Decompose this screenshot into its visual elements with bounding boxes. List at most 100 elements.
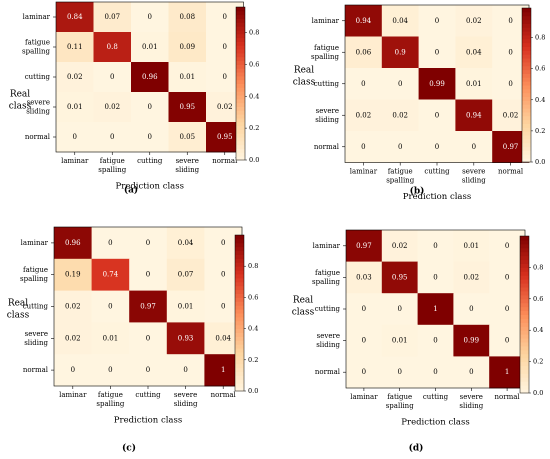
cell-value-label: 0.01 [179, 73, 195, 81]
colorbar-segment [520, 373, 529, 378]
cell-value-label: 0 [433, 273, 437, 281]
cell-value-label: 0.01 [392, 337, 408, 345]
x-tick-label: cutting [423, 393, 449, 401]
colorbar-segment [235, 320, 244, 326]
colorbar-segment [520, 330, 529, 335]
cell-value-label: 0.01 [464, 242, 480, 250]
cell-value-label: 0.94 [466, 111, 482, 119]
cell-value-label: 0.06 [356, 48, 372, 56]
colorbar-segment [235, 332, 244, 337]
y-tick-label: spalling [20, 275, 48, 283]
heatmap-cell [346, 293, 383, 326]
heatmap-cell [417, 261, 454, 294]
heatmap-cell [345, 131, 383, 163]
colorbar-segment [235, 246, 244, 252]
colorbar-segment [235, 238, 244, 244]
heatmap-cell [166, 258, 205, 291]
cell-value-label: 0 [362, 337, 366, 345]
x-tick-label: spalling [98, 166, 126, 174]
cell-value-label: 0 [505, 273, 509, 281]
colorbar-segment [236, 91, 245, 96]
colorbar-segment [235, 379, 244, 384]
heatmap-cell [417, 356, 454, 389]
colorbar-segment [235, 235, 244, 240]
cell-value-label: 0.84 [67, 13, 83, 21]
heatmap-cell [93, 32, 132, 63]
colorbar-tick-label: 0.2 [533, 358, 543, 366]
y-axis-label: class [292, 308, 315, 318]
heatmap-cell [168, 92, 207, 123]
cell-value-label: 0.01 [103, 334, 119, 342]
colorbar-segment [522, 8, 531, 13]
heatmap-cell [417, 324, 454, 357]
x-axis-label: Prediction class [116, 182, 184, 192]
colorbar-segment [522, 146, 531, 151]
panel-label: (c) [122, 443, 136, 454]
y-tick-label: normal [315, 368, 341, 376]
heatmap-cell [489, 324, 526, 357]
x-tick-label: severe [174, 391, 197, 399]
cell-value-label: 0 [361, 143, 365, 151]
y-tick-label: laminar [21, 239, 49, 247]
colorbar-segment [236, 26, 245, 31]
y-tick-label: severe [317, 332, 340, 340]
colorbar-segment [522, 123, 531, 128]
colorbar-segment [520, 365, 529, 370]
y-tick-label: fatigue [25, 39, 50, 47]
y-tick-label: normal [314, 143, 340, 151]
heatmap-cell [56, 62, 94, 93]
heatmap-cell [54, 290, 92, 323]
colorbar-segment [236, 133, 245, 138]
heatmap-cell [345, 36, 383, 69]
cell-value-label: 0 [433, 242, 437, 250]
heatmap-cell [381, 99, 419, 132]
colorbar-tick-label: 0.2 [535, 127, 545, 135]
colorbar-segment [520, 279, 529, 284]
colorbar-segment [520, 345, 529, 351]
cell-value-label: 0 [71, 366, 75, 374]
cell-value-label: 0.03 [356, 273, 372, 281]
colorbar-segment [522, 142, 531, 148]
y-tick-label: sliding [315, 116, 339, 124]
cell-value-label: 0.19 [65, 271, 81, 279]
colorbar-segment [236, 144, 245, 150]
heatmap-cell [489, 293, 526, 326]
colorbar-segment [236, 121, 245, 127]
cell-value-label: 0.99 [429, 80, 445, 88]
colorbar-segment [235, 352, 244, 357]
heatmap-cell [453, 261, 490, 294]
colorbar-segment [236, 94, 245, 100]
x-tick-label: laminar [59, 391, 87, 399]
colorbar-segment [235, 383, 244, 388]
x-tick-label: fatigue [98, 391, 123, 399]
x-tick-label: severe [462, 168, 485, 176]
colorbar-segment [235, 266, 244, 271]
colorbar-segment [236, 14, 245, 19]
heatmap-cell [381, 36, 419, 69]
cell-value-label: 0 [362, 305, 366, 313]
cell-value-label: 0 [398, 143, 402, 151]
colorbar-segment [235, 359, 244, 365]
x-axis-label: Prediction class [114, 416, 182, 426]
cell-value-label: 0 [183, 366, 187, 374]
heatmap-cell [381, 131, 419, 163]
panel-label: (b) [410, 186, 425, 197]
colorbar-tick-label: 0.6 [249, 60, 259, 68]
colorbar-segment [522, 38, 531, 44]
colorbar-tick-label: 0.6 [248, 293, 258, 301]
cell-value-label: 0.02 [65, 303, 81, 311]
heatmap-cell [418, 5, 456, 37]
cell-value-label: 0 [223, 43, 227, 51]
cell-value-label: 0 [221, 271, 225, 279]
colorbar-segment [236, 106, 245, 111]
cell-value-label: 0.02 [503, 111, 519, 119]
colorbar-frame [234, 234, 245, 392]
heatmap-cell [345, 5, 383, 37]
colorbar-segment [235, 324, 244, 330]
colorbar-segment [235, 367, 244, 372]
heatmap-cell [131, 2, 169, 33]
y-tick-label: severe [27, 99, 50, 107]
heatmap-cell [381, 68, 419, 100]
colorbar-tick-label: 0.6 [535, 65, 545, 73]
colorbar-segment [235, 328, 244, 333]
